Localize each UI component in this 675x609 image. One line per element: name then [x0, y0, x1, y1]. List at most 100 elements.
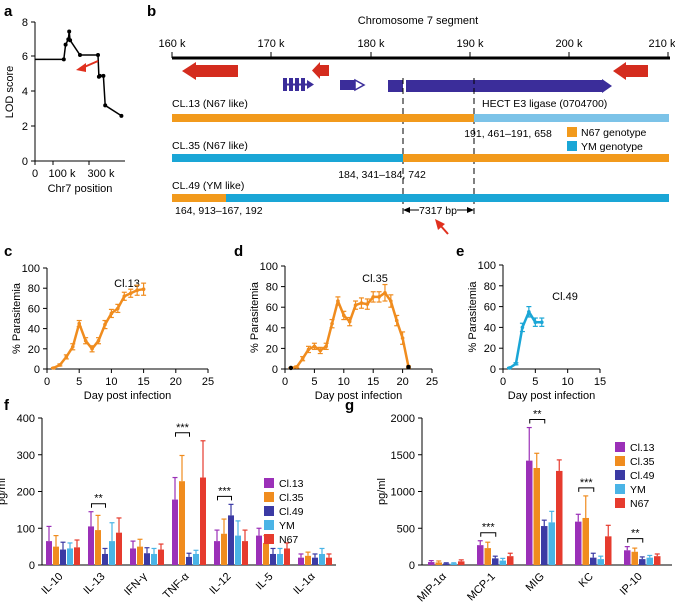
- bar-cl49: [228, 515, 234, 565]
- y-tick-label: 80: [266, 282, 278, 294]
- y-tick-label: 0: [490, 364, 496, 376]
- panel-a-xlabel: Chr7 position: [48, 183, 113, 195]
- bar-cl35: [631, 551, 638, 565]
- panel-label-b: b: [147, 3, 156, 20]
- panel-a-ylabel: LOD score: [4, 66, 16, 119]
- y-tick-label: 60: [28, 303, 40, 315]
- x-tick-label: 10: [105, 376, 117, 388]
- data-point: [306, 347, 311, 352]
- bar-cl35: [137, 546, 143, 565]
- panel-b-tick: 200 k: [556, 38, 583, 50]
- data-point: [96, 338, 101, 343]
- x-axis-title: Day post infection: [508, 390, 595, 402]
- gene-red-right: [613, 62, 648, 80]
- x-tick-label: IL-1α: [291, 570, 318, 597]
- y-tick-label: 100: [17, 523, 35, 535]
- bar-cl35: [435, 562, 442, 565]
- bar-ym: [548, 522, 555, 565]
- lod-point: [63, 42, 68, 47]
- data-point: [294, 365, 299, 369]
- x-tick-label: IL-5: [254, 571, 276, 593]
- lod-point: [96, 53, 100, 58]
- data-point: [116, 306, 120, 311]
- y-axis-title: pg/ml: [0, 478, 8, 505]
- y-tick-label: 100: [478, 260, 496, 272]
- lod-point: [67, 29, 72, 34]
- legend-swatch: [264, 534, 274, 544]
- panel-label-g: g: [345, 397, 354, 414]
- y-tick-label: 1500: [391, 450, 415, 462]
- legend-swatch: [615, 498, 625, 508]
- significance-bracket: [91, 503, 106, 508]
- legend-label: Cl.35: [279, 492, 304, 504]
- panel-a-ytick: 0: [22, 156, 28, 168]
- panel-a-xtick: 0: [32, 168, 38, 180]
- bar-cl13: [46, 541, 52, 565]
- significance-label: ***: [218, 485, 232, 497]
- clone-49-ym-segment: [226, 194, 669, 202]
- panel-b-title: Chromosome 7 segment: [358, 15, 478, 27]
- bar-cl13: [130, 548, 136, 565]
- data-point: [324, 344, 328, 349]
- y-tick-label: 80: [28, 283, 40, 295]
- data-point: [359, 301, 364, 305]
- x-tick-label: TNF-α: [161, 570, 192, 601]
- x-tick-label: IP-10: [618, 571, 645, 598]
- data-point: [90, 347, 94, 351]
- data-point: [300, 356, 305, 361]
- gene-red-left: [182, 62, 238, 80]
- bar-cl49: [144, 553, 150, 565]
- data-point: [77, 321, 81, 326]
- data-point: [533, 320, 538, 325]
- data-point: [135, 288, 139, 293]
- panel-a-xtick: 100 k: [49, 168, 76, 180]
- significance-bracket: [175, 432, 190, 437]
- data-point: [400, 336, 405, 340]
- legend-label: YM: [630, 484, 646, 496]
- hect-gene-label: HECT E3 ligase (0704700): [482, 98, 607, 110]
- significance-bracket: [578, 487, 595, 492]
- data-point: [394, 318, 399, 323]
- panel-c-chart: 0 20 40 60 80 100 0 5 10 15 20 25 Day post infection…: [11, 263, 214, 402]
- bar-n67: [605, 536, 612, 565]
- legend-label: Cl.13: [630, 442, 655, 454]
- bar-cl49: [186, 556, 192, 565]
- significance-label: **: [533, 409, 542, 421]
- clone-13-n67-segment: [172, 114, 474, 122]
- significance-bracket: [217, 495, 232, 501]
- panel-b-tick: 160 k: [159, 38, 186, 50]
- panel-a: 0 2 4 6 8 0 100 k 300 k Chr7 position LO…: [4, 17, 125, 195]
- panel-b-tick: 170 k: [258, 38, 285, 50]
- panel-a-red-arrow: [76, 60, 99, 72]
- bar-n67: [74, 547, 80, 565]
- legend-n67-genotype: N67 genotype: [581, 127, 647, 139]
- x-tick-label: 5: [76, 376, 82, 388]
- y-tick-label: 300: [17, 450, 35, 462]
- data-point: [58, 363, 62, 367]
- bar-cl13: [298, 557, 304, 565]
- y-axis-title: % Parasitemia: [249, 281, 261, 353]
- legend-label: Cl.49: [630, 470, 655, 482]
- panel-a-yticks: 0 2 4 6 8: [22, 17, 35, 168]
- bar-ym: [277, 553, 283, 565]
- x-axis-title: Day post infection: [84, 390, 171, 402]
- y-axis-title: pg/ml: [376, 478, 388, 505]
- bar-n67: [200, 477, 206, 565]
- significance-bracket: [627, 538, 644, 543]
- legend-swatch: [264, 506, 274, 516]
- data-point: [365, 302, 370, 306]
- bar-cl49: [270, 553, 276, 565]
- data-point: [540, 320, 544, 325]
- legend-swatch-ym: [567, 141, 577, 151]
- x-tick-label: 0: [500, 376, 506, 388]
- bar-ym: [646, 557, 653, 565]
- y-tick-label: 20: [484, 343, 496, 355]
- bar-cl13: [88, 526, 94, 565]
- panel-e-chart: 0 20 40 60 80 100 0 5 10 15 Day post infection % Pa…: [467, 260, 606, 402]
- bar-ym: [235, 535, 241, 565]
- data-point: [318, 348, 323, 353]
- x-tick-label: 15: [367, 376, 379, 388]
- x-tick-label: 5: [311, 376, 317, 388]
- bar-cl49: [639, 559, 646, 565]
- data-point: [64, 355, 69, 359]
